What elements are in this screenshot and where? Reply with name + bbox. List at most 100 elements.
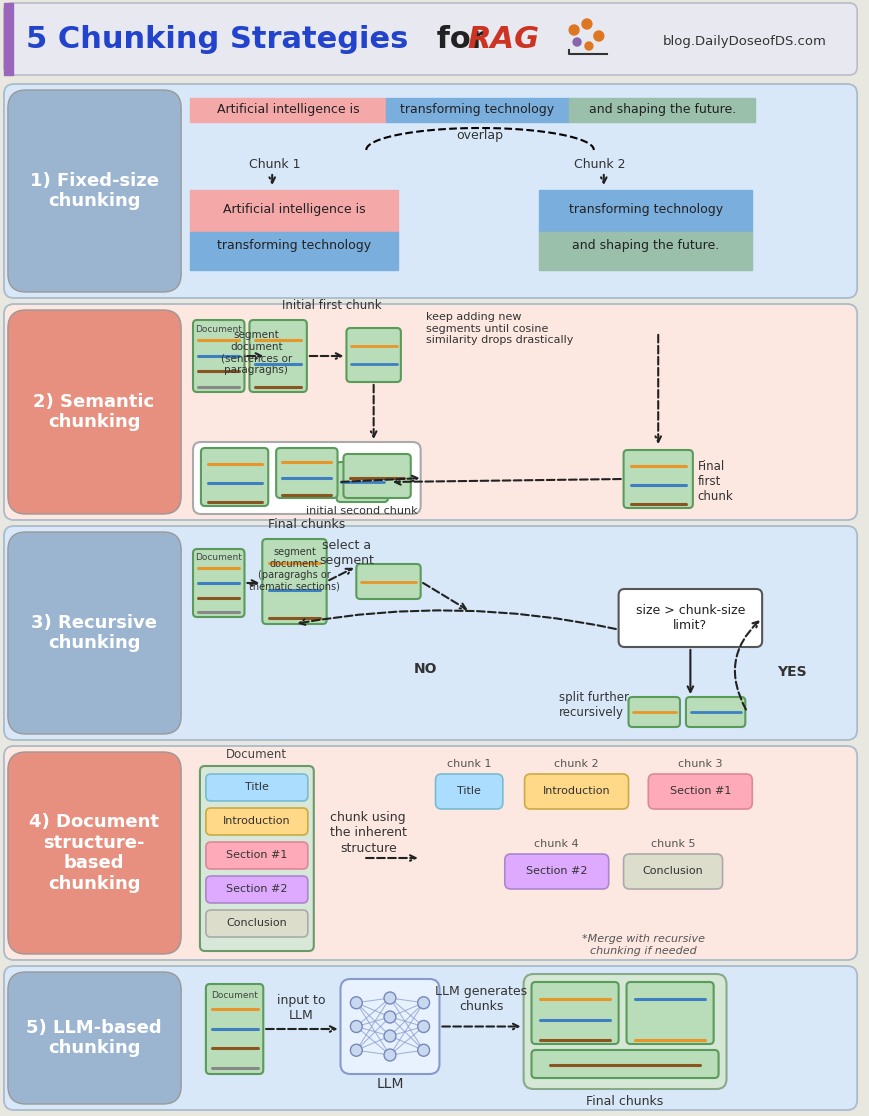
FancyBboxPatch shape [8,752,181,954]
Circle shape [383,1030,395,1042]
FancyBboxPatch shape [4,304,856,520]
Text: keep adding new
segments until cosine
similarity drops drastically: keep adding new segments until cosine si… [425,312,573,345]
Text: Chunk 2: Chunk 2 [574,157,625,171]
Text: segment
document
(paragraghs or
thematic sections): segment document (paragraghs or thematic… [249,547,340,591]
FancyBboxPatch shape [435,775,502,809]
Bar [386,98,568,122]
FancyBboxPatch shape [8,310,181,514]
FancyBboxPatch shape [504,854,608,889]
Text: and shaping the future.: and shaping the future. [572,239,719,251]
Text: 4) Document
structure-
based
chunking: 4) Document structure- based chunking [29,812,159,893]
Text: Final chunks: Final chunks [268,518,345,531]
FancyBboxPatch shape [618,589,761,647]
FancyBboxPatch shape [356,564,421,599]
Text: Introduction: Introduction [542,786,610,796]
Text: Initial first chunk: Initial first chunk [282,299,381,312]
FancyBboxPatch shape [206,775,308,801]
FancyBboxPatch shape [524,775,627,809]
Bar [189,232,397,270]
Text: chunk 5: chunk 5 [650,839,694,849]
FancyBboxPatch shape [262,539,326,624]
Text: Conclusion: Conclusion [642,866,703,876]
Text: YES: YES [776,665,806,679]
FancyBboxPatch shape [523,974,726,1089]
Text: size > chunk-size
limit?: size > chunk-size limit? [635,604,744,632]
Text: 1) Fixed-size
chunking: 1) Fixed-size chunking [30,172,158,211]
Text: Section #1: Section #1 [226,850,288,860]
FancyBboxPatch shape [206,841,308,869]
Circle shape [581,19,591,29]
Text: Introduction: Introduction [222,816,290,826]
FancyBboxPatch shape [685,698,745,727]
Text: Title: Title [457,786,481,796]
FancyBboxPatch shape [623,450,692,508]
FancyBboxPatch shape [275,448,337,498]
Bar [539,232,752,270]
FancyBboxPatch shape [623,854,722,889]
Text: Document: Document [211,991,258,1000]
FancyBboxPatch shape [8,972,181,1104]
FancyBboxPatch shape [200,766,314,951]
Text: Conclusion: Conclusion [226,918,287,929]
Text: 5) LLM-based
chunking: 5) LLM-based chunking [26,1019,162,1057]
Text: *Merge with recursive
chunking if needed: *Merge with recursive chunking if needed [581,934,704,955]
FancyBboxPatch shape [343,454,410,498]
Circle shape [594,31,603,41]
FancyBboxPatch shape [340,979,439,1074]
Text: transforming technology: transforming technology [568,203,722,217]
Circle shape [417,1045,429,1056]
Circle shape [350,1045,362,1056]
Text: chunk 2: chunk 2 [554,759,598,769]
Text: NO: NO [414,662,437,676]
Text: Section #2: Section #2 [226,884,288,894]
Text: chunk 4: chunk 4 [534,839,579,849]
Circle shape [383,1049,395,1061]
Text: Chunk 1: Chunk 1 [249,157,301,171]
Text: 3) Recursive
chunking: 3) Recursive chunking [31,614,156,653]
Circle shape [568,25,579,35]
FancyBboxPatch shape [4,966,856,1110]
Text: split further
recursively: split further recursively [559,691,628,719]
Text: chunk 3: chunk 3 [677,759,721,769]
Circle shape [350,997,362,1009]
Text: for: for [425,25,495,54]
Circle shape [417,1020,429,1032]
Bar [189,190,397,232]
Text: Document: Document [195,325,242,334]
FancyBboxPatch shape [4,3,856,75]
Text: overlap: overlap [456,129,503,143]
FancyBboxPatch shape [249,320,307,392]
Circle shape [417,997,429,1009]
FancyBboxPatch shape [4,526,856,740]
FancyBboxPatch shape [531,982,618,1043]
Bar [568,98,754,122]
Bar [189,98,386,122]
FancyBboxPatch shape [206,876,308,903]
Text: LLM: LLM [375,1077,403,1091]
FancyBboxPatch shape [531,1050,718,1078]
Text: segment
document
(sentences or
paragraghs): segment document (sentences or paragragh… [221,330,292,375]
Text: LLM generates
chunks: LLM generates chunks [434,985,527,1013]
FancyBboxPatch shape [346,328,401,382]
FancyBboxPatch shape [647,775,752,809]
Text: Final chunks: Final chunks [586,1095,663,1108]
FancyBboxPatch shape [4,745,856,960]
Text: 2) Semantic
chunking: 2) Semantic chunking [33,393,155,432]
Circle shape [584,42,592,50]
Text: Section #1: Section #1 [669,786,730,796]
Text: chunk 1: chunk 1 [447,759,491,769]
Text: Final
first
chunk: Final first chunk [697,460,733,503]
Bar [539,190,752,232]
FancyBboxPatch shape [201,448,268,506]
FancyBboxPatch shape [193,320,244,392]
Text: Document: Document [195,554,242,562]
Text: Title: Title [245,782,269,792]
Text: blog.DailyDoseofDS.com: blog.DailyDoseofDS.com [662,36,826,48]
Circle shape [573,38,580,46]
FancyBboxPatch shape [626,982,713,1043]
Text: transforming technology: transforming technology [400,104,554,116]
Circle shape [350,1020,362,1032]
Text: and shaping the future.: and shaping the future. [587,104,735,116]
Text: select a
segment: select a segment [319,539,374,567]
Text: input to
LLM: input to LLM [276,994,325,1022]
